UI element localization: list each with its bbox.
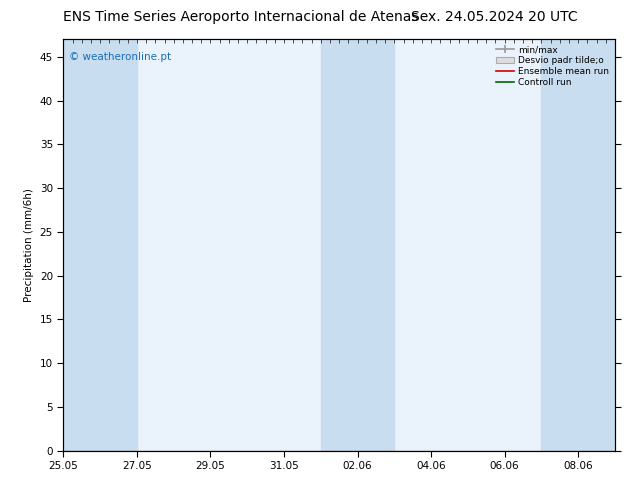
Text: ENS Time Series Aeroporto Internacional de Atenas: ENS Time Series Aeroporto Internacional … xyxy=(63,10,418,24)
Bar xyxy=(321,39,394,451)
Text: Sex. 24.05.2024 20 UTC: Sex. 24.05.2024 20 UTC xyxy=(411,10,578,24)
Y-axis label: Precipitation (mm/6h): Precipitation (mm/6h) xyxy=(24,188,34,302)
Bar xyxy=(63,39,137,451)
Bar xyxy=(541,39,615,451)
Text: © weatheronline.pt: © weatheronline.pt xyxy=(69,51,171,62)
Legend: min/max, Desvio padr tilde;o, Ensemble mean run, Controll run: min/max, Desvio padr tilde;o, Ensemble m… xyxy=(494,44,611,89)
